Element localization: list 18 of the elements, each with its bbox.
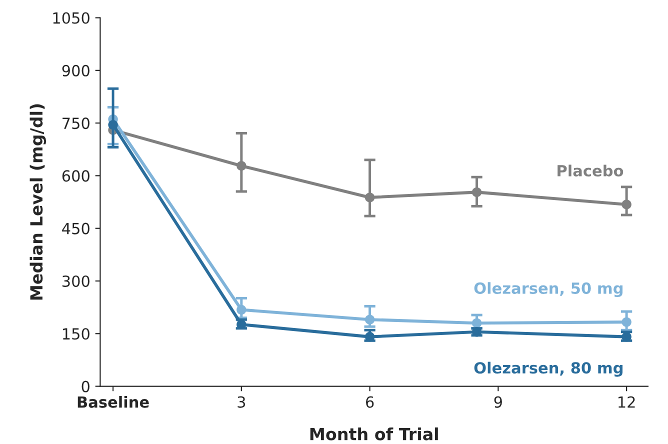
series-label: Olezarsen, 50 mg [474, 282, 623, 298]
x-tick-label: 6 [366, 396, 374, 408]
y-tick-label: 900 [62, 64, 90, 76]
y-tick-label: 450 [62, 222, 90, 234]
y-tick-label: 750 [62, 118, 90, 130]
x-axis-title: Month of Trial [310, 427, 438, 440]
x-tick-label: 9 [494, 396, 502, 408]
x-tick-label: 12 [618, 396, 635, 408]
y-axis-title: Median Level (mg/dl) [30, 104, 46, 300]
x-tick-label: Baseline [78, 396, 149, 408]
y-tick-label: 300 [62, 275, 90, 288]
y-tick-label: 1050 [53, 12, 90, 24]
y-tick-label: 0 [82, 380, 90, 392]
series-label: Olezarsen, 80 mg [474, 362, 623, 377]
y-tick-label: 600 [62, 170, 90, 182]
series-label: Placebo [558, 164, 624, 177]
x-tick-label: 3 [238, 396, 246, 408]
y-tick-label: 150 [62, 328, 90, 340]
